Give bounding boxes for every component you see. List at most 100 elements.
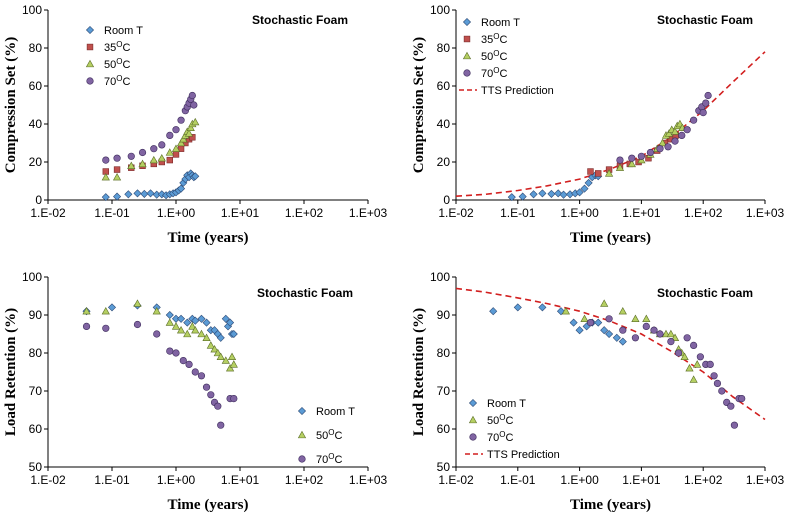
- data-point: [575, 326, 584, 335]
- series-35c: [587, 132, 679, 177]
- series-50c: [82, 299, 238, 372]
- data-point: [216, 352, 225, 360]
- data-point: [616, 156, 624, 164]
- data-point: [140, 189, 149, 198]
- y-tick-label: 50: [29, 460, 43, 474]
- chart-title: Stochastic Foam: [657, 286, 753, 300]
- data-point: [615, 163, 625, 171]
- legend-marker: [85, 25, 95, 35]
- data-point: [197, 372, 206, 380]
- y-tick-label: 100: [22, 3, 42, 17]
- data-point: [179, 357, 187, 365]
- data-point: [600, 299, 609, 307]
- data-point: [547, 189, 556, 198]
- data-point: [689, 375, 698, 383]
- y-tick-label: 20: [437, 155, 451, 169]
- legend-label: TTS Prediction: [481, 85, 554, 97]
- y-tick-label: 40: [29, 117, 43, 131]
- data-point: [202, 333, 211, 341]
- data-point: [631, 314, 640, 322]
- y-tick-label: 70: [29, 384, 43, 398]
- data-point: [664, 129, 674, 137]
- data-point: [171, 144, 181, 152]
- data-point: [619, 326, 627, 334]
- data-point: [587, 168, 594, 175]
- x-tick-label: 1.E+02: [684, 206, 723, 220]
- y-tick-label: 20: [29, 155, 43, 169]
- data-point: [176, 138, 186, 147]
- legend-marker: [86, 43, 94, 51]
- data-point: [112, 172, 122, 181]
- data-point: [216, 333, 225, 342]
- x-tick-label: 1.E+02: [285, 473, 324, 487]
- y-axis-label: Compression Set (%): [411, 37, 427, 173]
- data-point: [706, 360, 714, 369]
- data-point: [185, 360, 193, 369]
- data-point: [538, 189, 547, 198]
- series-50c: [561, 299, 702, 383]
- y-tick-label: 80: [29, 41, 43, 55]
- data-point: [230, 395, 238, 403]
- x-tick-label: 1.E+01: [221, 473, 260, 487]
- data-point: [650, 326, 658, 334]
- data-point: [690, 116, 698, 124]
- legend: Room T 50OC 70OC TTS Prediction: [465, 398, 560, 461]
- legend-marker: [463, 69, 471, 77]
- data-point: [627, 159, 636, 168]
- y-tick-label: 0: [35, 193, 42, 207]
- x-tick-label: 1.E+02: [285, 206, 324, 220]
- data-point: [586, 319, 595, 327]
- legend-label: Room T: [487, 398, 526, 410]
- data-point: [213, 348, 222, 357]
- legend-marker: [469, 433, 477, 441]
- data-point: [179, 134, 188, 143]
- x-tick-label: 1.E+03: [746, 473, 785, 487]
- data-point: [146, 189, 155, 198]
- data-point: [172, 126, 180, 134]
- data-point: [604, 169, 614, 177]
- y-axis-label: Load Retention (%): [3, 308, 19, 436]
- legend-marker: [85, 59, 95, 68]
- legend-marker: [468, 415, 478, 424]
- data-point: [683, 334, 691, 342]
- legend-label: 50OC: [487, 413, 513, 427]
- x-tick-label: 1.E+00: [560, 206, 599, 220]
- x-axis-label: Time (years): [168, 497, 249, 513]
- x-tick-label: 1.E-01: [500, 206, 536, 220]
- data-point: [656, 330, 664, 338]
- data-point: [183, 329, 192, 338]
- chart-panel-1: 0 20 40 60 80 100 1.E-02 1.E-01 1.E+00 1.E+01 1.E+…: [3, 3, 388, 246]
- data-point: [172, 151, 180, 158]
- y-tick-label: 40: [437, 117, 451, 131]
- data-point: [664, 143, 672, 151]
- data-point: [538, 303, 547, 312]
- data-point: [217, 421, 225, 429]
- data-point: [113, 154, 121, 162]
- data-point: [713, 379, 722, 388]
- legend-marker: [86, 77, 94, 85]
- data-point: [612, 333, 621, 342]
- x-axis-label: Time (years): [570, 230, 651, 246]
- data-point: [191, 368, 199, 376]
- legend: Room T 35OC 50OC 70OC TTS Prediction: [459, 17, 554, 97]
- data-point: [628, 154, 636, 162]
- legend-label: 50OC: [316, 428, 342, 442]
- data-point: [580, 184, 589, 193]
- legend-label: Room T: [316, 406, 355, 418]
- legend-label: Room T: [481, 17, 520, 29]
- data-point: [165, 318, 174, 326]
- y-tick-label: 80: [437, 346, 451, 360]
- data-point: [191, 325, 200, 334]
- series-50c: [101, 117, 200, 181]
- data-point: [177, 184, 186, 193]
- data-point: [191, 172, 200, 181]
- data-point: [206, 341, 215, 349]
- data-point: [710, 372, 718, 380]
- y-tick-label: 90: [437, 308, 451, 322]
- data-point: [221, 314, 230, 323]
- data-point: [197, 314, 206, 323]
- y-tick-label: 50: [437, 460, 451, 474]
- y-tick-label: 90: [29, 308, 43, 322]
- data-point: [507, 193, 516, 202]
- legend: Room T 35OC 50OC 70OC: [85, 25, 143, 88]
